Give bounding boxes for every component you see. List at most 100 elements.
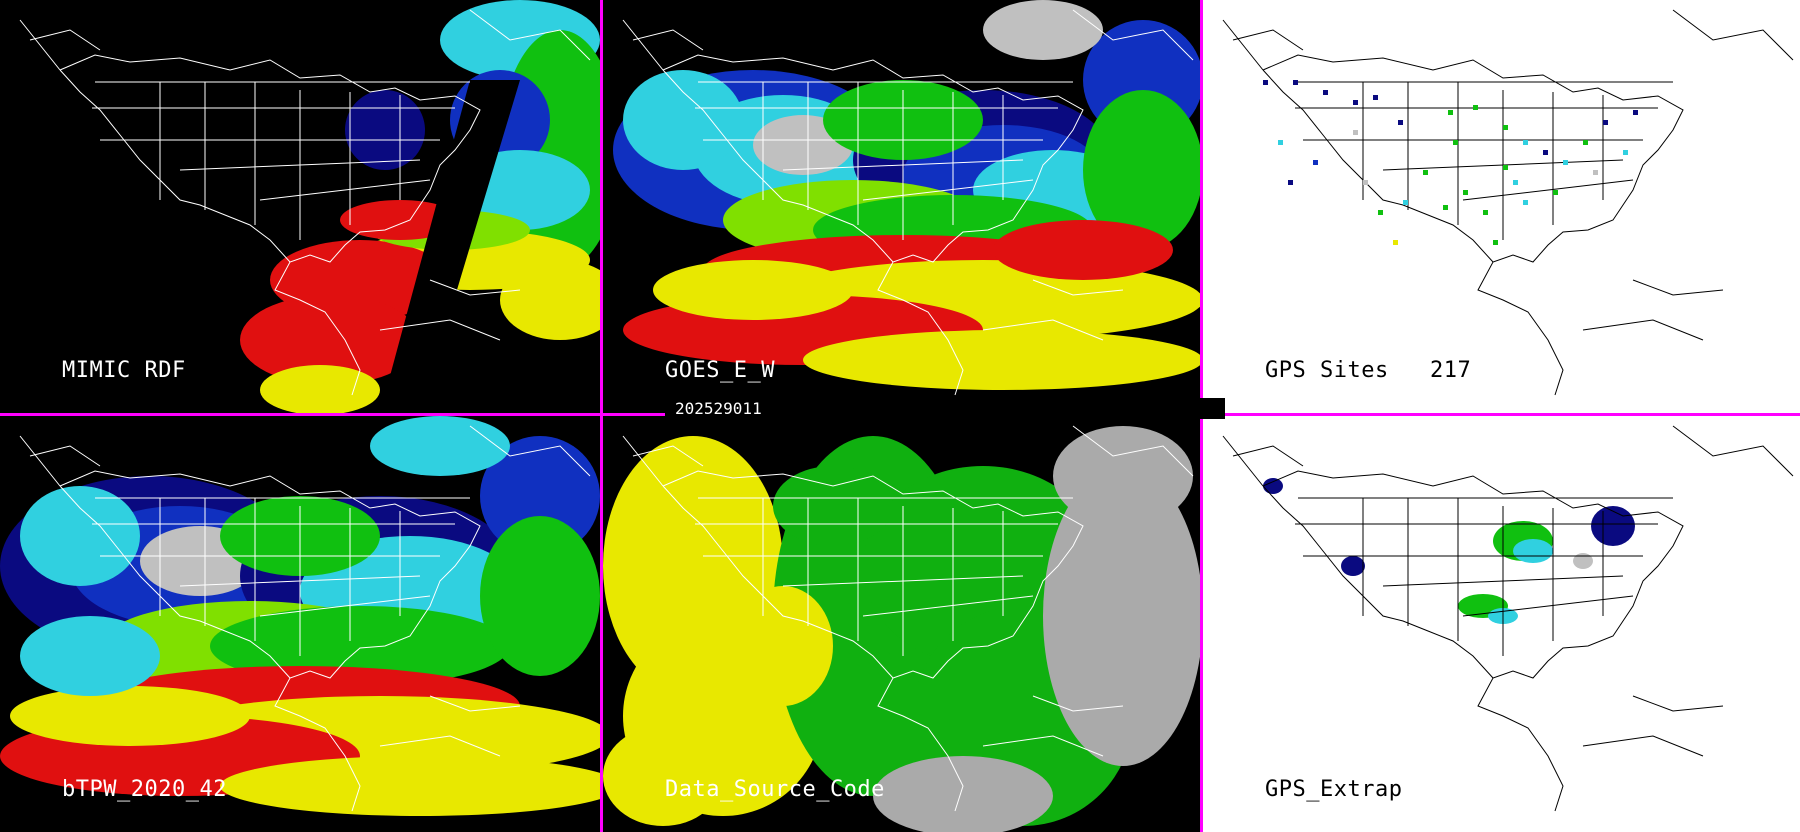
gps-site-marker [1353, 130, 1358, 135]
gps-site-marker [1543, 150, 1548, 155]
gps-site-marker [1323, 90, 1328, 95]
field-patch [1263, 478, 1283, 494]
field-patch [240, 295, 420, 385]
state-boundary [1232, 445, 1304, 467]
map-outline [19, 9, 591, 396]
gps-site-count: 217 [1429, 358, 1472, 383]
state-boundary [379, 319, 501, 341]
coastline [662, 470, 1084, 812]
field-patch [993, 220, 1173, 280]
goes-e-w-map [603, 0, 1200, 413]
gps-site-marker [1378, 210, 1383, 215]
state-boundary [862, 595, 1034, 617]
goes-field [613, 0, 1200, 390]
field-patch [603, 726, 723, 826]
state-boundary [1462, 595, 1634, 617]
state-boundary [379, 735, 501, 757]
gps-site-marker [1403, 200, 1408, 205]
gps-site-marker [1453, 140, 1458, 145]
state-boundary [982, 735, 1104, 757]
field-patch [1341, 556, 1365, 576]
field-patch [653, 260, 853, 320]
source-field [603, 426, 1200, 832]
btpw-field [0, 416, 600, 816]
state-boundary [782, 575, 1024, 587]
state-boundary [469, 9, 591, 61]
gps-site-marker [1563, 160, 1568, 165]
gps-site-marker [1288, 180, 1293, 185]
field-patch [983, 0, 1103, 60]
gps-site-marker [1603, 120, 1608, 125]
state-boundary [622, 435, 664, 487]
gps-site-marker [1363, 180, 1368, 185]
mimic-rdf-map [0, 0, 600, 413]
state-boundary [862, 179, 1034, 201]
map-outline [622, 425, 1194, 812]
gps-site-marker [1633, 110, 1638, 115]
state-boundary [469, 425, 591, 477]
swath-gap [380, 80, 520, 413]
field-patch [1053, 426, 1193, 526]
field-patch [1083, 90, 1200, 250]
state-boundary [1032, 279, 1124, 296]
gps-site-marker [1263, 80, 1268, 85]
panel-data-source-code: Data_Source_Code [603, 416, 1200, 832]
state-boundary [1222, 435, 1264, 487]
panel-label: GPS Sites 217 [1265, 358, 1472, 383]
panel-label: MIMIC RDF [62, 358, 186, 383]
gps-site-marker [1503, 165, 1508, 170]
map-outline [19, 425, 591, 812]
map-outline [1222, 425, 1794, 812]
state-boundary [782, 159, 1024, 171]
gps-site-marker [1593, 170, 1598, 175]
mimic-field [240, 0, 600, 413]
gps-site-marker [1293, 80, 1298, 85]
field-patch [1573, 553, 1593, 569]
panel-label: bTPW_2020_42 [62, 777, 227, 802]
gps-site-marker [1313, 160, 1318, 165]
state-boundary [429, 695, 521, 712]
field-patch [480, 436, 600, 556]
state-boundary [1222, 19, 1264, 71]
panel-label: GPS_Extrap [1265, 777, 1403, 802]
field-patch [773, 466, 893, 546]
field-patch [20, 616, 160, 696]
panel-label: Data_Source_Code [665, 777, 885, 802]
timestamp-label: 202529011 [665, 398, 1225, 419]
gps-site-marker [1583, 140, 1588, 145]
state-boundary [982, 319, 1104, 341]
state-boundary [1032, 695, 1124, 712]
state-boundary [179, 159, 421, 171]
btpw-map [0, 416, 600, 832]
panel-goes-e-w: GOES_E_W [603, 0, 1200, 413]
gps-site-marker [1278, 140, 1283, 145]
state-boundary [1462, 179, 1634, 201]
panel-btpw: bTPW_2020_42 [0, 416, 600, 832]
gps-site-marker [1553, 190, 1558, 195]
gps-sites-map [1203, 0, 1800, 413]
field-patch [260, 365, 380, 413]
panel-label: GOES_E_W [665, 358, 775, 383]
gps-site-marker [1503, 125, 1508, 130]
state-boundary [622, 19, 664, 71]
field-patch [500, 260, 600, 340]
coastline [59, 470, 481, 812]
gps-site-marker [1393, 240, 1398, 245]
gps-site-marker [1523, 200, 1528, 205]
field-patch [803, 330, 1200, 390]
gps-extrap-map [1203, 416, 1800, 832]
background [1203, 416, 1800, 832]
field-patch [210, 606, 510, 686]
field-patch [345, 90, 425, 170]
state-boundary [1582, 735, 1704, 757]
gps-site-marker [1473, 105, 1478, 110]
field-patch [733, 586, 833, 706]
panel-mimic-rdf: MIMIC RDF [0, 0, 600, 413]
state-boundary [429, 279, 521, 296]
state-boundary [29, 445, 101, 467]
state-boundary [19, 435, 61, 487]
field-patch [10, 686, 250, 746]
field-patch [370, 416, 510, 476]
gps-site-markers [1263, 80, 1638, 245]
